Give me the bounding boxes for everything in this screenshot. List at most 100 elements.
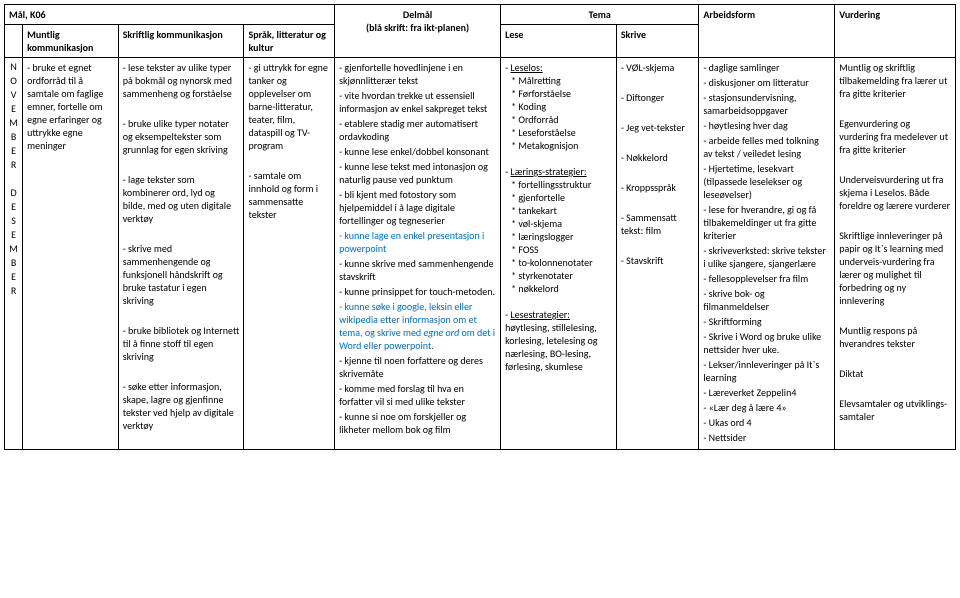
list-item: - høytlesing hver dag <box>703 119 830 132</box>
list-item <box>123 309 240 322</box>
cell-vurdering: Muntlig og skriftlig tilbakemelding fra … <box>835 58 956 450</box>
month-cell: N O V E M B E R D E S E M B E R <box>5 58 23 450</box>
list-item <box>839 214 951 227</box>
list-item: - diskusjoner om litteratur <box>703 76 830 89</box>
lese-sub: * vøl-skjema <box>505 217 612 230</box>
cell-muntlig: - bruke et egnet ordforråd til å samtale… <box>23 58 119 450</box>
list-item: - daglige samlinger <box>703 61 830 74</box>
cell-skrive: - VØL-skjema - Diftonger - Jeg vet-tekst… <box>616 58 699 450</box>
list-item: - kunne lese tekst med intonasjon og nat… <box>339 160 496 186</box>
list-item <box>839 102 951 115</box>
list-item <box>123 158 240 171</box>
list-item: - lage tekster som kombinerer ord, lyd o… <box>123 173 240 225</box>
list-item: Skriftlige innleveringer på papir og It`… <box>839 229 951 307</box>
list-item: - Læreverket Zeppelin4 <box>703 386 830 399</box>
lese-sub: * Målretting <box>505 74 612 87</box>
list-item: - bli kjent med fotostory som hjelpemidd… <box>339 188 496 227</box>
lese-sub: * fortellingsstruktur <box>505 178 612 191</box>
delmal-title: Delmål <box>339 8 496 21</box>
list-item: Diktat <box>839 367 951 380</box>
list-item: - søke etter informasjon, skape, lagre o… <box>123 380 240 432</box>
delmal-sub: (blå skrift: fra ikt-planen) <box>339 21 496 34</box>
list-item: - gi uttrykk for egne tanker og opplevel… <box>248 61 330 152</box>
list-item <box>123 102 240 115</box>
list-item: - kunne søke i google, leksin eller wiki… <box>339 300 496 352</box>
lese-sub: * Metakognisjon <box>505 139 612 152</box>
lese-line: - Leselos: <box>505 61 612 74</box>
list-item: - skrive bok- og filmanmeldelser <box>703 287 830 313</box>
list-item: - etablere stadig mer automatisert ordav… <box>339 117 496 143</box>
list-item: - komme med forslag til hva en forfatter… <box>339 382 496 408</box>
list-item: - Skriftforming <box>703 315 830 328</box>
list-item: - kunne lage en enkel presentasjon i pow… <box>339 229 496 255</box>
list-item: - stasjonsundervisning, samarbeidsoppgav… <box>703 91 830 117</box>
list-item: - Hjertetime, lesekvart (tilpassede lese… <box>703 162 830 201</box>
header-skriftlig: Skriftlig kommunikasjon <box>118 25 244 58</box>
header-month-blank <box>5 25 23 58</box>
list-item <box>839 382 951 395</box>
header-lese: Lese <box>501 25 617 58</box>
list-item: - bruke ulike typer notater og eksempelt… <box>123 117 240 156</box>
list-item: - kunne si noe om forskjeller og likhete… <box>339 410 496 436</box>
list-item <box>839 309 951 322</box>
lese-sub: * FOSS <box>505 243 612 256</box>
list-item: - gjenfortelle hovedlinjene i en skjønnl… <box>339 61 496 87</box>
list-item: Muntlig og skriftlig tilbakemelding fra … <box>839 61 951 100</box>
lese-sub: * gjenfortelle <box>505 191 612 204</box>
header-arbeidsform: Arbeidsform <box>699 5 835 58</box>
list-item: - vite hvordan trekke ut essensiell info… <box>339 89 496 115</box>
curriculum-table: Mål, K06 Delmål (blå skrift: fra ikt-pla… <box>4 4 956 450</box>
list-item: - Lekser/innleveringer på It`s learning <box>703 358 830 384</box>
list-item: Muntlig respons på hverandres tekster <box>839 324 951 350</box>
list-item: - samtale om innhold og form i sammensat… <box>248 169 330 221</box>
list-item: - skriveverksted: skrive tekster i ulike… <box>703 244 830 270</box>
month-nov: N O V E M B E R <box>6 60 21 172</box>
lese-line: - Lesestrategier: <box>505 308 612 321</box>
list-item: - Stavskrift <box>621 254 695 267</box>
list-item: - lese tekster av ulike typer på bokmål … <box>123 61 240 100</box>
lese-sub: * to-kolonnenotater <box>505 256 612 269</box>
lese-sub: * læringslogger <box>505 230 612 243</box>
list-item: - skrive med sammenhengende og funksjone… <box>123 242 240 307</box>
header-delmal: Delmål (blå skrift: fra ikt-planen) <box>335 5 501 58</box>
list-item <box>248 154 330 167</box>
cell-skriftlig: - lese tekster av ulike typer på bokmål … <box>118 58 244 450</box>
list-item: - kjenne til noen forfattere og deres sk… <box>339 354 496 380</box>
list-item <box>839 352 951 365</box>
list-item: - Diftonger <box>621 91 695 104</box>
list-item: Elevsamtaler og utviklings-samtaler <box>839 397 951 423</box>
list-item <box>621 196 695 209</box>
list-item <box>621 76 695 89</box>
cell-arbeidsform: - daglige samlinger - diskusjoner om litt… <box>699 58 835 450</box>
list-item <box>621 106 695 119</box>
list-item: - Kroppsspråk <box>621 181 695 194</box>
lese-sub: * styrkenotater <box>505 269 612 282</box>
lese-sub: * Førforståelse <box>505 87 612 100</box>
lese-sub: * Ordforråd <box>505 113 612 126</box>
list-item: - lese for hverandre, gi og få tilbakeme… <box>703 203 830 242</box>
list-item <box>123 227 240 240</box>
month-des: D E S E M B E R <box>6 186 21 298</box>
header-tema: Tema <box>501 5 699 25</box>
list-item: - VØL-skjema <box>621 61 695 74</box>
cell-lese: - Leselos:* Målretting* Førforståelse* K… <box>501 58 617 450</box>
header-muntlig: Muntlig kommunikasjon <box>23 25 119 58</box>
list-item: - «Lær deg å lære 4» <box>703 401 830 414</box>
list-item: - Ukas ord 4 <box>703 416 830 429</box>
lese-sub: * Koding <box>505 100 612 113</box>
lese-sub: * tankekart <box>505 204 612 217</box>
list-item: - arbeide felles med tolkning av tekst /… <box>703 134 830 160</box>
list-item: - bruke bibliotek og Internett til å fin… <box>123 324 240 363</box>
header-skrive: Skrive <box>616 25 699 58</box>
list-item: - fellesopplevelser fra film <box>703 272 830 285</box>
lese-line: - Lærings-strategier: <box>505 165 612 178</box>
list-item: - kunne prinsippet for touch-metoden. <box>339 285 496 298</box>
list-item: - kunne lese enkel/dobbel konsonant <box>339 145 496 158</box>
list-item: - Jeg vet-tekster <box>621 121 695 134</box>
list-item: - Skrive i Word og bruke ulike nettsider… <box>703 330 830 356</box>
list-item <box>839 158 951 171</box>
list-item: - kunne skrive med sammenhengende stavsk… <box>339 257 496 283</box>
cell-delmal: - gjenfortelle hovedlinjene i en skjønnl… <box>335 58 501 450</box>
list-item: Underveisvurdering ut fra skjema i Lesel… <box>839 173 951 212</box>
list-item <box>621 239 695 252</box>
